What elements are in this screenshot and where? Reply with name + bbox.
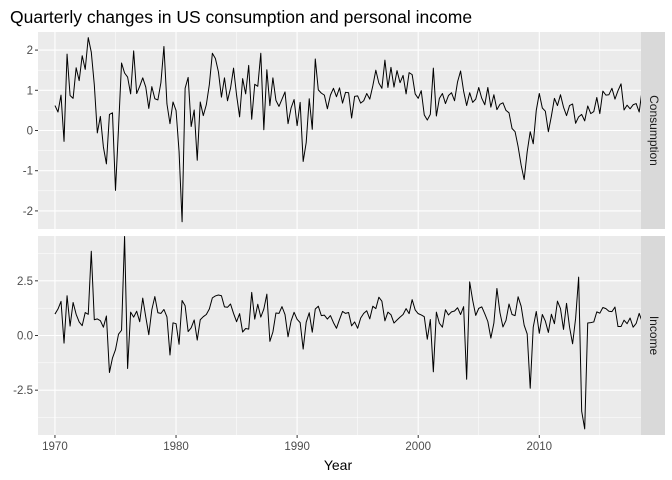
income-strip-label: Income (647, 316, 661, 356)
chart-title: Quarterly changes in US consumption and … (10, 7, 472, 27)
y-tick-label: 0.0 (17, 331, 33, 343)
consumption-panel: Consumption -2 -1 0 1 2 (23, 32, 665, 229)
x-axis-title: Year (324, 457, 353, 473)
consumption-y-axis: -2 -1 0 1 2 (23, 45, 38, 218)
x-tick-label: 2000 (405, 441, 431, 453)
x-axis: 1970 1980 1990 2000 2010 (42, 435, 552, 453)
consumption-series-line (54, 37, 652, 223)
x-tick-label: 1980 (163, 441, 189, 453)
income-strip (641, 236, 665, 435)
x-tick-label: 1970 (42, 441, 68, 453)
income-gridlines (38, 236, 641, 435)
y-tick-label: 0 (27, 126, 33, 138)
y-tick-label: -2 (23, 206, 33, 218)
y-tick-label: 1 (27, 85, 33, 97)
income-series-line (54, 235, 661, 430)
y-tick-label: 2 (27, 45, 33, 57)
x-tick-label: 1990 (284, 441, 310, 453)
y-tick-label: 2.5 (17, 276, 33, 288)
consumption-strip-label: Consumption (647, 95, 661, 166)
consumption-gridlines (38, 32, 641, 229)
x-tick-label: 2010 (526, 441, 552, 453)
y-tick-label: -2.5 (13, 385, 33, 397)
income-panel: Income -2.5 0.0 2.5 (13, 235, 665, 435)
y-tick-label: -1 (23, 166, 33, 178)
consumption-strip (641, 32, 665, 229)
income-y-axis: -2.5 0.0 2.5 (13, 276, 38, 397)
